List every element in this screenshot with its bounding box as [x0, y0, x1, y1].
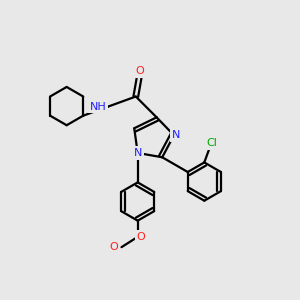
Text: Cl: Cl — [206, 138, 217, 148]
Text: O: O — [110, 242, 118, 252]
Text: O: O — [135, 66, 144, 76]
Text: N: N — [134, 148, 142, 158]
Text: N: N — [172, 130, 180, 140]
Text: O: O — [137, 232, 146, 242]
Text: NH: NH — [90, 102, 107, 112]
